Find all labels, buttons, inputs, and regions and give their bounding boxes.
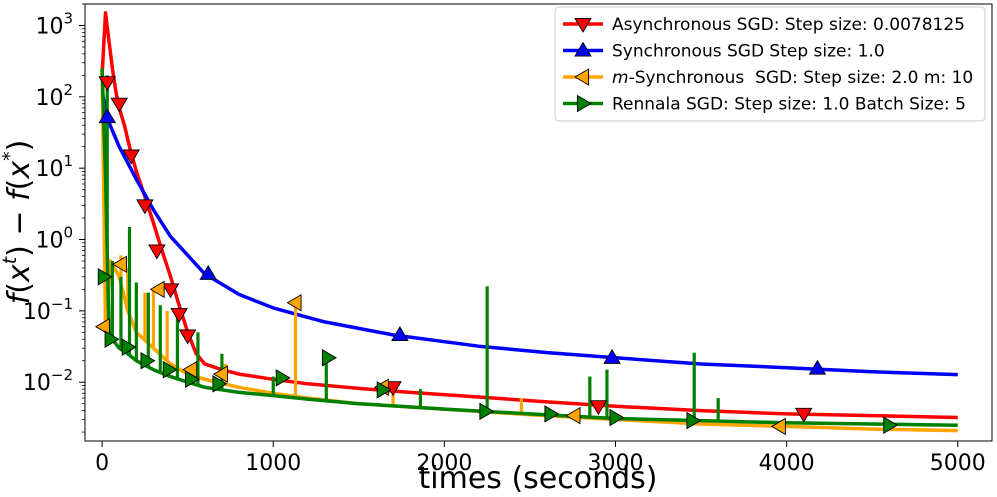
y-tick-label: 102: [35, 81, 73, 111]
x-tick-label: 2000: [416, 451, 472, 476]
rennala-sgd-marker: [140, 351, 156, 370]
synchronous-sgd-step-size-marker: [808, 359, 827, 375]
legend-label: m-Synchronous SGD: Step size: 2.0 m: 10: [612, 68, 973, 88]
y-tick-base: 10: [35, 14, 63, 39]
x-tick-label: 4000: [759, 451, 815, 476]
x-tick-label: 3000: [588, 451, 644, 476]
rennala-sgd-marker: [162, 360, 178, 379]
y-tick-label: 103: [35, 9, 73, 39]
m-synchronous-sgd-marker: [770, 417, 786, 436]
legend: Asynchronous SGD: Step size: 0.0078125 Sy…: [554, 6, 986, 122]
rennala-sgd-marker: [544, 405, 560, 423]
synchronous-sgd-step-size-line: [100, 90, 958, 377]
asynchronous-sgd-marker: [98, 76, 117, 92]
legend-label-rest: -Synchronous SGD: Step size: 2.0 m: 10: [629, 68, 974, 88]
plot-frame: [84, 3, 993, 442]
legend-marker: [574, 68, 590, 86]
marker-layer: [94, 76, 899, 436]
legend-label: Synchronous SGD Step size: 1.0: [612, 42, 885, 62]
y-tick-label: 101: [35, 152, 73, 182]
synchronous-sgd-step-size-marker: [98, 108, 117, 124]
m-synchronous-sgd-marker: [565, 406, 581, 425]
rennala-sgd-marker: [609, 408, 625, 427]
x-tick-label: 0: [95, 451, 109, 476]
y-tick-label: 10−1: [23, 295, 73, 325]
legend-marker: [574, 17, 592, 33]
y-tick-exponent: −2: [51, 366, 73, 384]
rennala-sgd-marker: [212, 375, 228, 393]
rennala-sgd-line: [100, 68, 958, 427]
rennala-sgd-marker: [479, 402, 495, 421]
rennala-sgd-marker: [321, 348, 337, 367]
asynchronous-sgd-marker: [136, 199, 154, 215]
legend-label: Asynchronous SGD: Step size: 0.0078125: [612, 15, 965, 35]
y-tick-exponent: 0: [63, 224, 73, 242]
legend-label: Rennala SGD: Step size: 1.0 Batch Size: …: [612, 95, 966, 115]
y-tick-exponent: −1: [51, 295, 73, 313]
legend-label-italic: m: [612, 68, 629, 88]
y-axis-label: f(xt) − f(x*): [0, 140, 37, 305]
asynchronous-sgd-marker: [178, 329, 197, 345]
rennala-sgd-marker: [97, 268, 113, 286]
synchronous-sgd-step-size-marker: [199, 264, 218, 280]
legend-marker: [574, 41, 592, 57]
asynchronous-sgd-marker: [794, 407, 813, 423]
y-tick-exponent: 2: [63, 81, 73, 99]
x-tick-label: 1000: [245, 451, 301, 476]
rennala-sgd-marker: [883, 416, 899, 434]
rennala-sgd-marker: [185, 370, 200, 389]
y-tick-exponent: 1: [63, 152, 73, 170]
asynchronous-sgd-marker: [161, 283, 180, 299]
asynchronous-sgd-marker: [589, 400, 608, 416]
synchronous-sgd-step-size-marker: [391, 326, 409, 341]
rennala-sgd-marker: [104, 330, 120, 349]
x-axis-label: times (seconds): [419, 461, 658, 496]
m-synchronous-sgd-marker: [149, 280, 165, 299]
x-tick-label: 5000: [930, 451, 986, 476]
x-axis: 0 1000 2000 3000 4000 5000: [95, 441, 986, 476]
y-tick-label: 100: [35, 224, 73, 254]
rennala-sgd-marker: [121, 338, 137, 356]
rennala-sgd-marker: [686, 411, 702, 430]
y-tick-exponent: 3: [63, 9, 73, 27]
m-synchronous-sgd-marker: [286, 293, 302, 312]
asynchronous-sgd-marker: [148, 244, 166, 260]
legend-marker: [576, 94, 592, 113]
rennala-sgd-marker: [376, 381, 392, 399]
synchronous-sgd-step-size-marker: [603, 348, 621, 364]
asynchronous-sgd-marker: [170, 308, 188, 324]
y-tick-base: 10: [23, 300, 51, 325]
y-tick-base: 10: [35, 157, 63, 182]
y-tick-label: 10−2: [23, 366, 73, 396]
y-tick-base: 10: [35, 229, 63, 254]
m-synchronous-sgd-marker: [112, 255, 127, 274]
y-tick-base: 10: [35, 86, 63, 111]
y-tick-base: 10: [23, 371, 51, 396]
m-synchronous-sgd-marker: [94, 317, 110, 336]
rennala-sgd-marker: [275, 369, 291, 387]
asynchronous-sgd-marker: [122, 149, 140, 165]
legend-box: [554, 6, 986, 122]
m-synchronous-sgd-marker: [213, 365, 228, 383]
asynchronous-sgd-marker: [110, 97, 129, 113]
